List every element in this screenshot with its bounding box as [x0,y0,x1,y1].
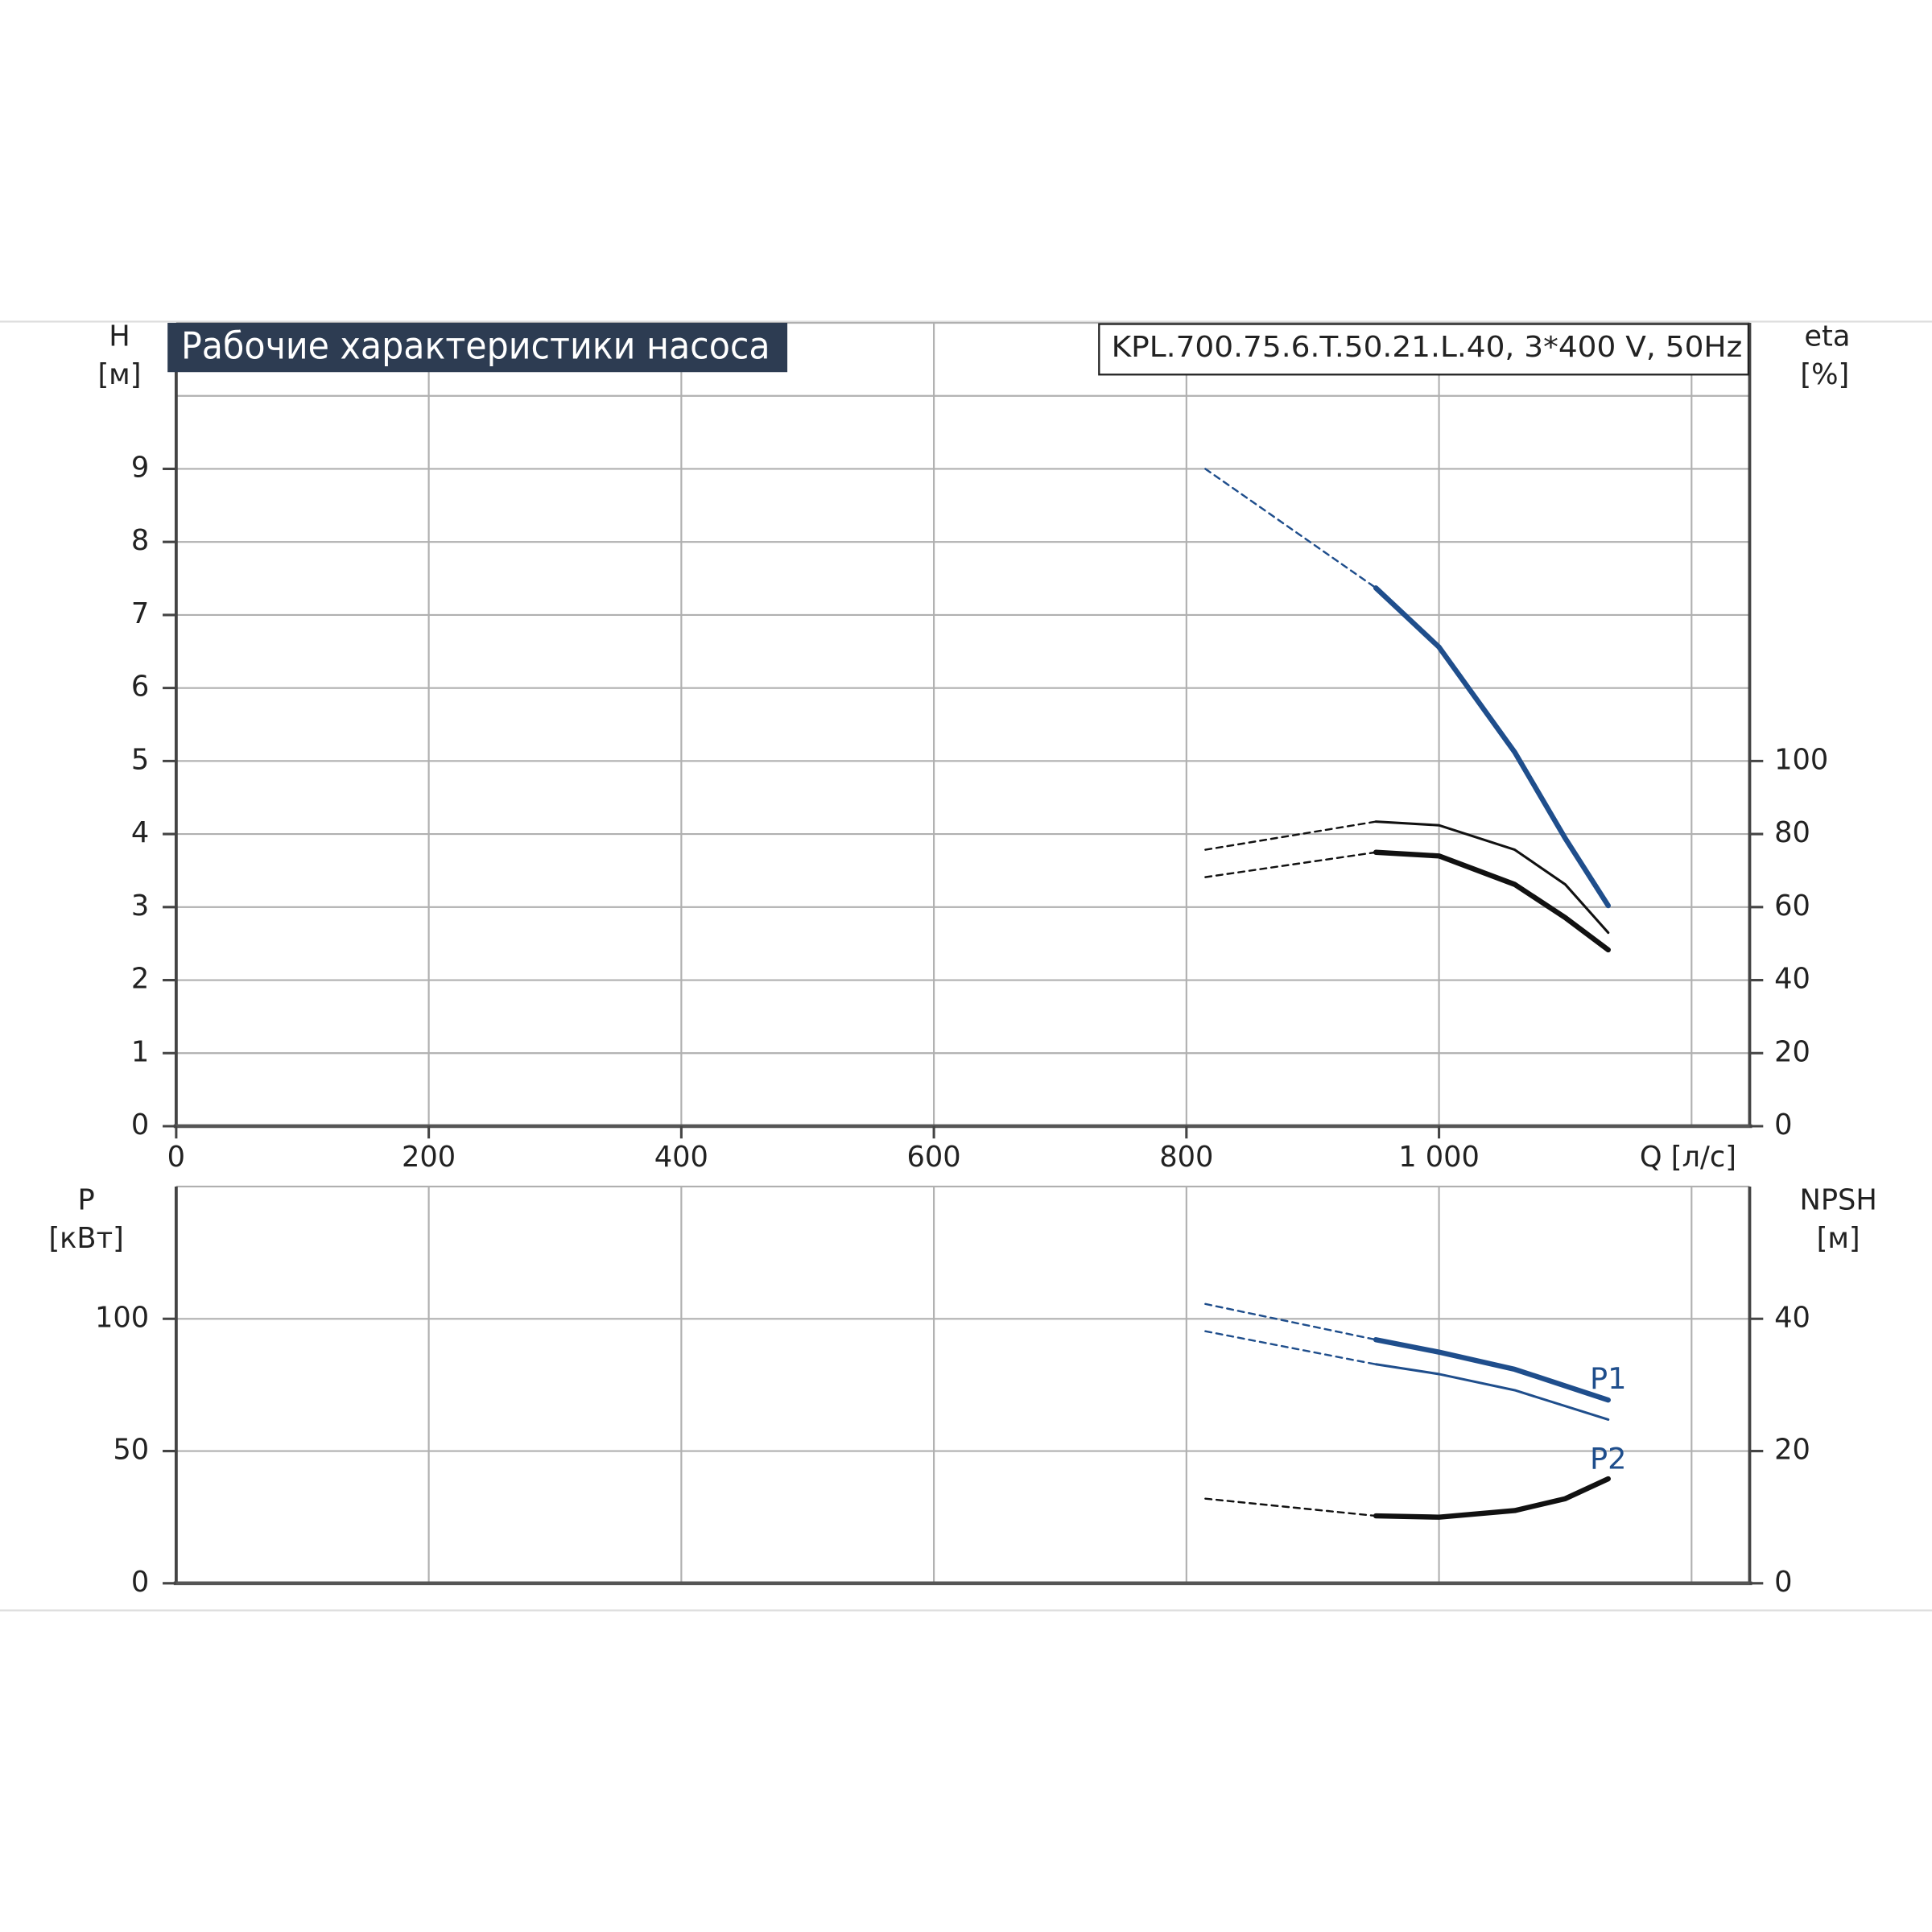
curve [1204,1330,1377,1366]
y-tick-label: 0 [131,1108,149,1141]
curve [1373,585,1611,909]
x-tick-label: 400 [654,1141,708,1174]
x-tick-label: 200 [402,1141,456,1174]
y2-axis-label: eta [1804,320,1850,353]
chart-title: Рабочие характеристики насоса [181,324,770,368]
chart-subtitle: KPL.700.75.6.T.50.21.L.40, 3*400 V, 50Hz [1112,331,1743,364]
y2-tick-label: 0 [1774,1566,1792,1599]
y2-tick-label: 0 [1774,1108,1792,1141]
curve [1204,1497,1377,1517]
y-tick-label: 2 [131,963,149,996]
curve [1204,468,1377,589]
x-tick-label: 0 [167,1141,185,1174]
series-label: P1 [1590,1361,1627,1396]
y2-axis-unit: [%] [1800,358,1849,391]
curve [1204,1302,1377,1341]
y2-tick-label: 40 [1774,963,1810,996]
y2-axis-unit: [м] [1817,1222,1860,1255]
curve [1373,1337,1611,1403]
x-tick-label: 600 [907,1141,961,1174]
y-tick-label: 4 [131,816,149,849]
subtitle-box [1098,323,1750,376]
curve [1374,1363,1610,1421]
y2-tick-label: 20 [1774,1035,1810,1068]
y-tick-label: 8 [131,524,149,557]
y-axis-label: H [109,320,130,353]
y-tick-label: 3 [131,890,149,923]
y-tick-label: 5 [131,743,149,776]
title-box [167,323,788,373]
y-tick-label: 0 [131,1566,149,1599]
curve [1204,820,1377,851]
y2-tick-label: 80 [1774,816,1810,849]
y-tick-label: 100 [95,1301,149,1334]
curve [1204,851,1377,878]
y-axis-unit: [м] [97,358,141,391]
curve [1374,820,1610,935]
y2-tick-label: 40 [1774,1301,1810,1334]
x-tick-label: 1 000 [1398,1141,1480,1174]
y-tick-label: 7 [131,597,149,630]
y2-tick-label: 100 [1774,743,1828,776]
curve [1373,1476,1611,1520]
y-tick-label: 6 [131,671,149,704]
x-axis-label: Q [л/с] [1640,1141,1736,1174]
y-axis-label: P [78,1183,95,1216]
y-tick-label: 1 [131,1035,149,1068]
y2-tick-label: 20 [1774,1434,1810,1467]
y-tick-label: 9 [131,451,149,484]
x-tick-label: 800 [1159,1141,1213,1174]
curve [1373,849,1611,953]
y-tick-label: 50 [113,1434,149,1467]
y-axis-unit: [кВт] [48,1222,123,1255]
y2-tick-label: 60 [1774,890,1810,923]
series-label: P2 [1590,1441,1627,1476]
y2-axis-label: NPSH [1800,1183,1877,1216]
